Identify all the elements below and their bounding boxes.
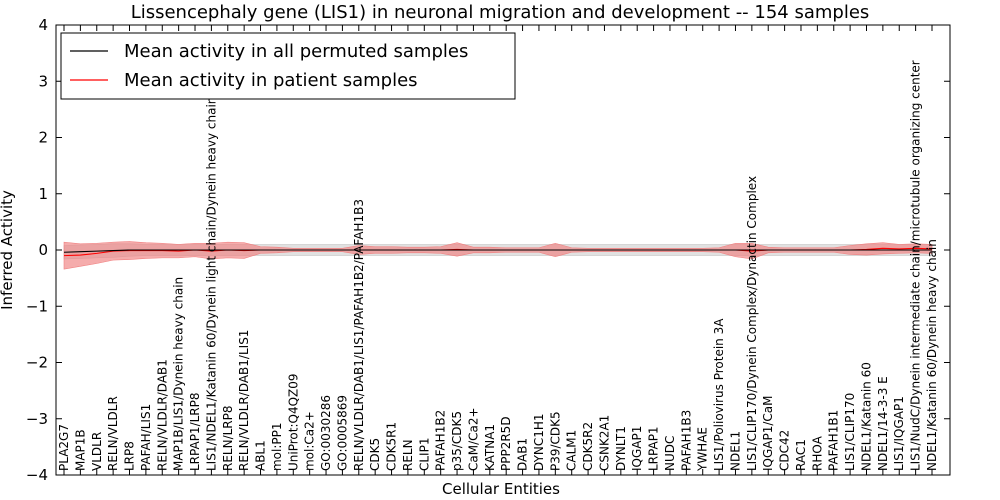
line-series-0 [63, 249, 932, 253]
x-tick-label: CALM1 [565, 430, 579, 471]
x-tick-label: CDK5R1 [385, 422, 399, 471]
x-tick-label: MAP1B/LIS1/Dynein heavy chain [172, 277, 186, 471]
x-tick-label: CDC42 [778, 430, 792, 471]
x-tick-label: PAFAH1B1 [827, 410, 841, 471]
x-tick-label: mol:PP1 [270, 422, 284, 471]
x-tick-label: DYNLT1 [614, 426, 628, 471]
y-tick-label: −2 [26, 354, 48, 372]
legend-label-permuted: Mean activity in all permuted samples [124, 41, 468, 62]
y-tick-label: 1 [38, 185, 48, 203]
y-tick-label: −3 [26, 410, 48, 428]
x-tick-label: RELN/LRP8 [221, 405, 235, 471]
x-tick-label: mol:Ca2+ [303, 411, 317, 471]
x-tick-label: NUDC [663, 436, 677, 471]
x-tick-label: LIS1/CLIP170 [843, 393, 857, 471]
x-tick-label: RELN/VLDLR [106, 396, 120, 471]
x-tick-label: YWHAE [696, 427, 710, 472]
x-tick-label: KATNA1 [483, 424, 497, 471]
x-tick-label: LRP8 [123, 441, 137, 471]
x-tick-label: PLA2G7 [57, 424, 71, 471]
x-tick-label: LIS1/IQGAP1 [892, 396, 906, 471]
x-tick-label: GO:0005869 [335, 395, 349, 471]
legend-label-patient: Mean activity in patient samples [124, 70, 418, 91]
y-tick-label: 3 [38, 72, 48, 90]
x-tick-label: MAP1B [73, 429, 87, 471]
x-tick-label: IQGAP1/CaM [761, 396, 775, 472]
x-tick-label: PPP2R5D [499, 416, 513, 471]
x-tick-label: NDEL1/Katanin 60 [859, 362, 873, 471]
x-tick-label: RHOA [810, 435, 824, 471]
x-tick-label: NDEL1 [728, 431, 742, 471]
y-tick-label: 2 [38, 129, 48, 147]
x-tick-label: DAB1 [516, 438, 530, 471]
x-tick-label: RELN/VLDLR/DAB1/LIS1/PAFAH1B2/PAFAH1B3 [352, 199, 366, 471]
x-tick-label: CaM/Ca2+ [466, 407, 480, 471]
x-tick-label: NDEL1/Katanin 60/Dynein heavy chain [925, 239, 939, 471]
x-tick-label: VLDLR [90, 432, 104, 471]
x-tick-label: CSNK2A1 [597, 415, 611, 471]
x-axis-label: Cellular Entities [442, 480, 560, 498]
x-tick-label: PAFAH1B3 [679, 410, 693, 471]
y-tick-label: −1 [26, 297, 48, 315]
x-tick-label: LRPAP1 [647, 426, 661, 471]
y-tick-label: −4 [26, 466, 48, 484]
y-tick-label: 4 [38, 16, 48, 34]
x-tick-label: CDK5R2 [581, 422, 595, 471]
x-tick-label: LIS1/NDEL1/Katanin 60/Dynein light chain… [204, 97, 218, 471]
x-tick-label: RELN/VLDLR/DAB1/LIS1 [237, 330, 251, 471]
x-tick-label: LIS1/NudC/Dynein intermediate chain/micr… [909, 60, 923, 471]
legend: Mean activity in all permuted samples Me… [60, 32, 516, 100]
x-tick-label: UniProt:Q4QZ09 [286, 373, 300, 471]
x-tick-label: PAFAH/LIS1 [139, 404, 153, 471]
x-tick-label: RELN/VLDLR/DAB1 [155, 359, 169, 471]
y-axis-label: Inferred Activity [0, 190, 16, 310]
y-tick-label: 0 [38, 241, 48, 259]
x-tick-label: LRPAP1/LRP8 [188, 392, 202, 471]
x-tick-label: CLIP1 [417, 438, 431, 471]
x-tick-label: RELN [401, 439, 415, 471]
x-tick-label: P39/CDK5 [548, 411, 562, 471]
legend-frame [60, 32, 516, 100]
x-tick-label: ABL1 [254, 440, 268, 471]
x-tick-label: DYNC1H1 [532, 413, 546, 471]
x-tick-label: LIS1/CLIP170/Dynein Complex/Dynactin Com… [745, 176, 759, 471]
x-tick-label: PAFAH1B2 [434, 410, 448, 471]
x-tick-label: p35/CDK5 [450, 411, 464, 471]
band-series-1 [63, 241, 933, 270]
x-tick-label: LIS1/Poliovirus Protein 3A [712, 318, 726, 471]
x-tick-label: RAC1 [794, 439, 808, 471]
x-tick-label: GO:0030286 [319, 395, 333, 471]
x-tick-label: IQGAP1 [630, 426, 644, 471]
x-tick-label: NDEL1/14-3-3 E [876, 376, 890, 471]
chart-title: Lissencephaly gene (LIS1) in neuronal mi… [131, 2, 870, 23]
x-tick-label: CDK5 [368, 438, 382, 471]
